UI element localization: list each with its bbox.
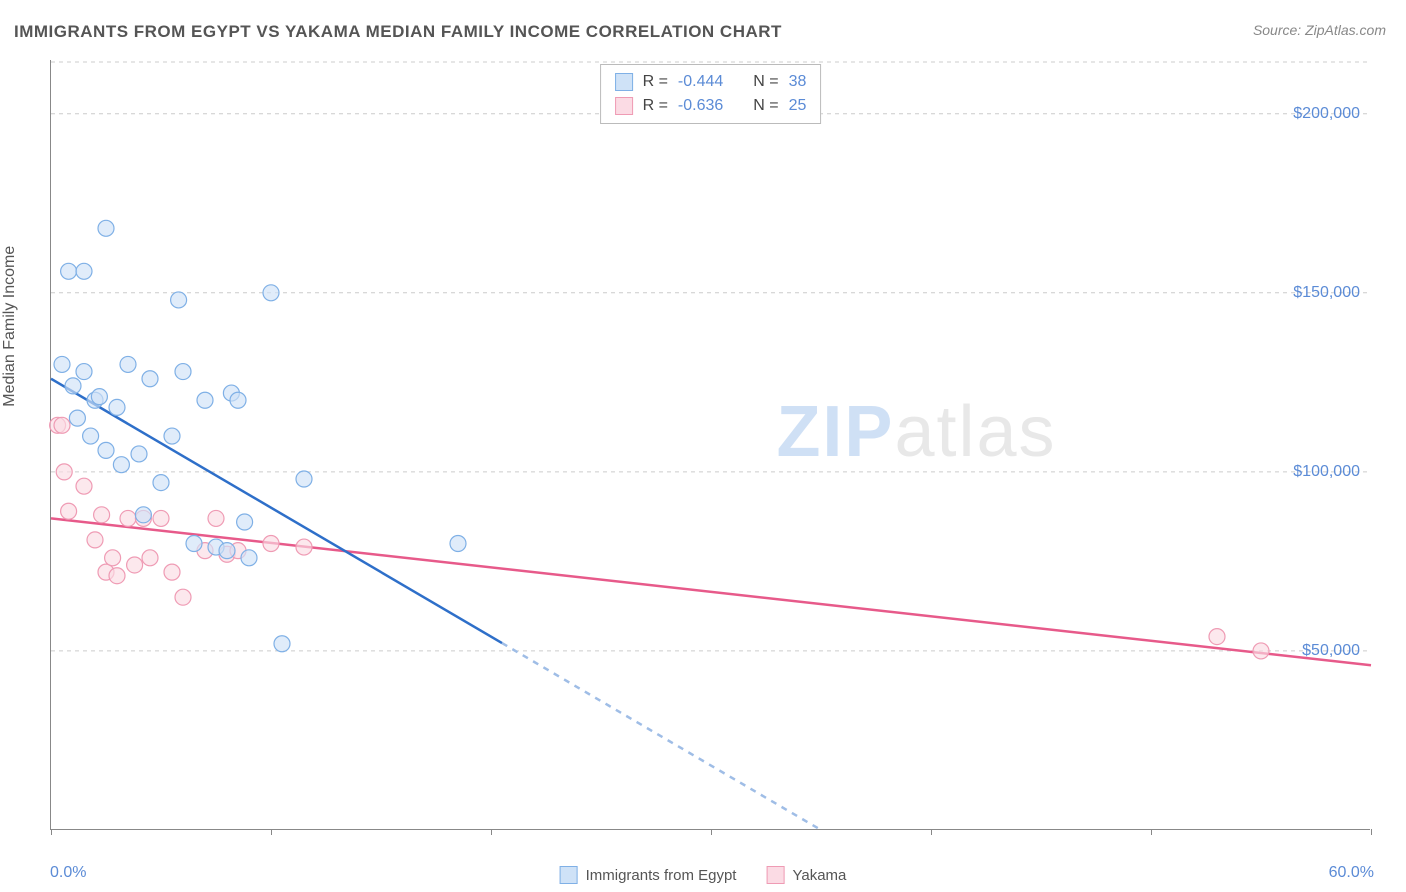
legend-item-egypt: Immigrants from Egypt (560, 866, 737, 884)
scatter-point-egypt (69, 410, 85, 426)
scatter-point-yakama (120, 510, 136, 526)
scatter-point-egypt (171, 292, 187, 308)
x-tick (51, 829, 52, 835)
swatch-egypt (560, 866, 578, 884)
plot-area: ZIPatlas R = -0.444 N = 38 R = -0.636 N … (50, 60, 1370, 830)
legend-label-egypt: Immigrants from Egypt (586, 867, 737, 884)
scatter-point-egypt (153, 475, 169, 491)
r-label: R = (643, 94, 668, 118)
y-tick-label: $100,000 (1293, 463, 1360, 481)
x-tick (931, 829, 932, 835)
scatter-point-egypt (142, 371, 158, 387)
r-label: R = (643, 70, 668, 94)
scatter-point-yakama (263, 535, 279, 551)
scatter-point-egypt (91, 389, 107, 405)
scatter-point-yakama (142, 550, 158, 566)
scatter-point-yakama (164, 564, 180, 580)
legend-row-egypt: R = -0.444 N = 38 (615, 70, 807, 94)
bottom-legend: Immigrants from Egypt Yakama (560, 866, 847, 884)
chart-svg (51, 60, 1370, 829)
scatter-point-yakama (87, 532, 103, 548)
scatter-point-egypt (65, 378, 81, 394)
legend-label-yakama: Yakama (792, 867, 846, 884)
scatter-point-egypt (164, 428, 180, 444)
scatter-point-yakama (105, 550, 121, 566)
yakama-n-value: 25 (789, 94, 807, 118)
n-label: N = (753, 70, 778, 94)
scatter-point-egypt (61, 263, 77, 279)
scatter-point-yakama (208, 510, 224, 526)
source-attribution: Source: ZipAtlas.com (1253, 22, 1386, 38)
scatter-point-egypt (186, 535, 202, 551)
scatter-point-egypt (237, 514, 253, 530)
scatter-point-egypt (263, 285, 279, 301)
scatter-point-yakama (109, 568, 125, 584)
scatter-point-egypt (76, 263, 92, 279)
swatch-yakama (766, 866, 784, 884)
scatter-point-egypt (450, 535, 466, 551)
scatter-point-yakama (175, 589, 191, 605)
y-tick-label: $50,000 (1302, 642, 1360, 660)
yakama-r-value: -0.636 (678, 94, 723, 118)
legend-stats: R = -0.444 N = 38 R = -0.636 N = 25 (600, 64, 822, 124)
egypt-r-value: -0.444 (678, 70, 723, 94)
scatter-point-egypt (109, 399, 125, 415)
scatter-point-egypt (54, 356, 70, 372)
x-tick (1371, 829, 1372, 835)
chart-title: IMMIGRANTS FROM EGYPT VS YAKAMA MEDIAN F… (14, 22, 782, 42)
x-tick (1151, 829, 1152, 835)
scatter-point-egypt (219, 543, 235, 559)
scatter-point-egypt (241, 550, 257, 566)
scatter-point-yakama (54, 417, 70, 433)
scatter-point-egypt (120, 356, 136, 372)
x-tick (271, 829, 272, 835)
x-tick (491, 829, 492, 835)
scatter-point-yakama (1253, 643, 1269, 659)
scatter-point-yakama (61, 503, 77, 519)
scatter-point-egypt (83, 428, 99, 444)
swatch-egypt (615, 73, 633, 91)
scatter-point-yakama (127, 557, 143, 573)
egypt-n-value: 38 (789, 70, 807, 94)
scatter-point-egypt (131, 446, 147, 462)
scatter-point-egypt (98, 220, 114, 236)
scatter-point-egypt (98, 442, 114, 458)
scatter-point-yakama (1209, 629, 1225, 645)
scatter-point-egypt (197, 392, 213, 408)
swatch-yakama (615, 97, 633, 115)
x-tick (711, 829, 712, 835)
n-label: N = (753, 94, 778, 118)
scatter-point-yakama (76, 478, 92, 494)
scatter-point-yakama (296, 539, 312, 555)
scatter-point-egypt (296, 471, 312, 487)
scatter-point-yakama (153, 510, 169, 526)
y-axis-title: Median Family Income (1, 246, 19, 407)
legend-item-yakama: Yakama (766, 866, 846, 884)
x-axis-max-label: 60.0% (1329, 864, 1374, 882)
y-tick-label: $150,000 (1293, 284, 1360, 302)
scatter-point-egypt (76, 364, 92, 380)
scatter-point-egypt (274, 636, 290, 652)
scatter-point-yakama (94, 507, 110, 523)
scatter-point-egypt (113, 457, 129, 473)
scatter-point-egypt (230, 392, 246, 408)
scatter-point-egypt (135, 507, 151, 523)
y-tick-label: $200,000 (1293, 105, 1360, 123)
legend-row-yakama: R = -0.636 N = 25 (615, 94, 807, 118)
scatter-point-yakama (56, 464, 72, 480)
scatter-point-egypt (175, 364, 191, 380)
x-axis-min-label: 0.0% (50, 864, 86, 882)
